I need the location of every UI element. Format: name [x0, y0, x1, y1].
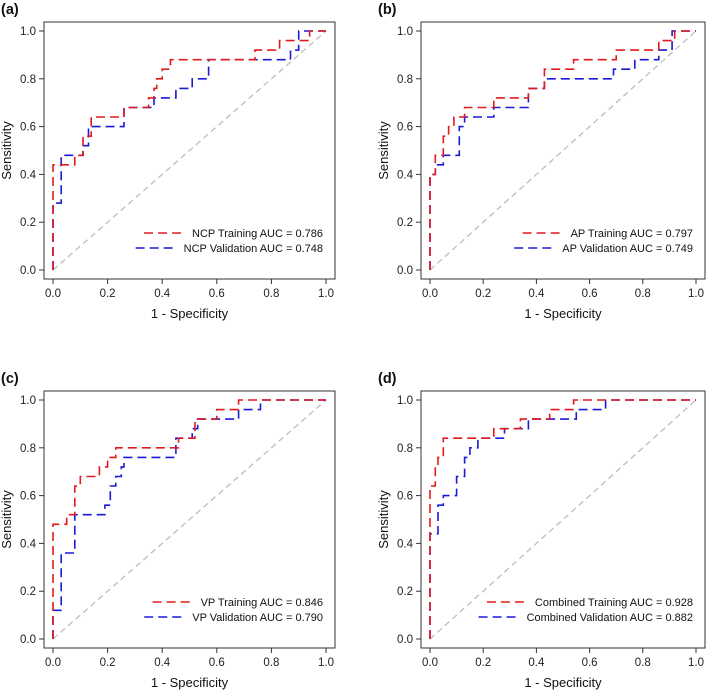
roc-panel-d: (d) 0.0 0.0 0.2 0.2 0.4 0.4 0.6 0.6 0.8 0.8 1.0 1.0 1…	[376, 371, 706, 690]
x-tick-label: 1.0	[318, 657, 334, 669]
x-tick-label: 0.2	[100, 288, 116, 300]
roc-curve-training	[429, 30, 696, 270]
x-tick-label: 0.2	[475, 657, 491, 669]
x-tick-label: 0.0	[422, 288, 438, 300]
y-tick-label: 0.6	[20, 122, 36, 134]
panel-label: (d)	[378, 371, 397, 387]
y-tick-label: 0.0	[397, 634, 413, 646]
x-axis-label: 1 - Specificity	[151, 675, 229, 690]
x-axis-label: 1 - Specificity	[151, 306, 229, 321]
legend-label-validation: Combined Validation AUC = 0.882	[527, 612, 693, 624]
x-tick-label: 1.0	[688, 288, 704, 300]
roc-curve-training	[429, 399, 696, 639]
roc-panel-b: (b) 0.0 0.0 0.2 0.2 0.4 0.4 0.6 0.6 0.8 0.8 1.0 1.0 1…	[376, 2, 706, 321]
y-tick-label: 0.8	[397, 443, 413, 455]
y-tick-label: 0.4	[397, 169, 414, 181]
x-tick-label: 0.6	[209, 288, 225, 300]
y-tick-label: 0.2	[20, 217, 36, 229]
roc-panel-a: (a) 0.0 0.0 0.2 0.2 0.4 0.4 0.6 0.6 0.8 0.8 1.0 1.0 1…	[0, 2, 336, 321]
y-tick-label: 0.4	[20, 538, 37, 550]
plot-frame	[420, 21, 706, 280]
y-tick-label: 1.0	[397, 395, 413, 407]
reference-diagonal	[52, 30, 327, 271]
y-tick-label: 0.8	[20, 443, 36, 455]
y-tick-label: 0.4	[397, 538, 414, 550]
x-tick-label: 0.6	[209, 657, 225, 669]
reference-diagonal	[52, 399, 327, 640]
x-tick-label: 0.0	[45, 657, 61, 669]
legend-label-training: NCP Training AUC = 0.786	[192, 228, 323, 240]
x-tick-label: 0.2	[100, 657, 116, 669]
legend-label-training: VP Training AUC = 0.846	[201, 597, 323, 609]
legend-label-validation: NCP Validation AUC = 0.748	[184, 243, 323, 255]
y-tick-label: 0.8	[20, 74, 36, 86]
y-tick-label: 1.0	[20, 26, 36, 38]
x-tick-label: 0.4	[154, 657, 171, 669]
legend-label-training: Combined Training AUC = 0.928	[535, 597, 693, 609]
roc-curve-training	[52, 399, 326, 639]
y-tick-label: 0.6	[20, 491, 36, 503]
roc-curve-training	[52, 30, 326, 270]
x-tick-label: 0.4	[154, 288, 171, 300]
y-axis-label: Sensitivity	[376, 490, 391, 549]
y-axis-label: Sensitivity	[0, 490, 14, 549]
y-tick-label: 0.0	[20, 634, 36, 646]
y-tick-label: 0.2	[20, 586, 36, 598]
y-tick-label: 0.2	[397, 586, 413, 598]
y-tick-label: 0.0	[20, 265, 36, 277]
y-axis-label: Sensitivity	[0, 121, 14, 180]
y-tick-label: 0.0	[397, 265, 413, 277]
plot-frame	[43, 390, 336, 649]
y-axis-label: Sensitivity	[376, 121, 391, 180]
x-tick-label: 0.6	[582, 288, 598, 300]
y-tick-label: 0.6	[397, 491, 413, 503]
y-tick-label: 0.4	[20, 169, 37, 181]
x-tick-label: 0.8	[635, 288, 651, 300]
panel-label: (c)	[1, 371, 19, 387]
legend-label-training: AP Training AUC = 0.797	[571, 228, 693, 240]
x-axis-label: 1 - Specificity	[524, 306, 602, 321]
x-axis-label: 1 - Specificity	[524, 675, 602, 690]
x-tick-label: 0.8	[635, 657, 651, 669]
roc-curve-validation	[52, 399, 326, 639]
x-tick-label: 0.4	[528, 657, 545, 669]
x-tick-label: 0.4	[528, 288, 545, 300]
x-tick-label: 0.0	[45, 288, 61, 300]
panel-label: (a)	[1, 2, 19, 18]
x-tick-label: 0.8	[263, 288, 279, 300]
panel-label: (b)	[378, 2, 397, 18]
x-tick-label: 1.0	[318, 288, 334, 300]
y-tick-label: 0.8	[397, 74, 413, 86]
legend-label-validation: VP Validation AUC = 0.790	[192, 612, 323, 624]
roc-curve-validation	[429, 399, 696, 639]
x-tick-label: 1.0	[688, 657, 704, 669]
x-tick-label: 0.0	[422, 657, 438, 669]
x-tick-label: 0.2	[475, 288, 491, 300]
y-tick-label: 1.0	[20, 395, 36, 407]
roc-curve-validation	[429, 30, 696, 270]
y-tick-label: 1.0	[397, 26, 413, 38]
plot-frame	[420, 390, 706, 649]
x-tick-label: 0.8	[263, 657, 279, 669]
legend-label-validation: AP Validation AUC = 0.749	[562, 243, 693, 255]
plot-frame	[43, 21, 336, 280]
x-tick-label: 0.6	[582, 657, 598, 669]
y-tick-label: 0.2	[397, 217, 413, 229]
y-tick-label: 0.6	[397, 122, 413, 134]
roc-panel-c: (c) 0.0 0.0 0.2 0.2 0.4 0.4 0.6 0.6 0.8 0.8 1.0 1.0 1…	[0, 371, 336, 690]
